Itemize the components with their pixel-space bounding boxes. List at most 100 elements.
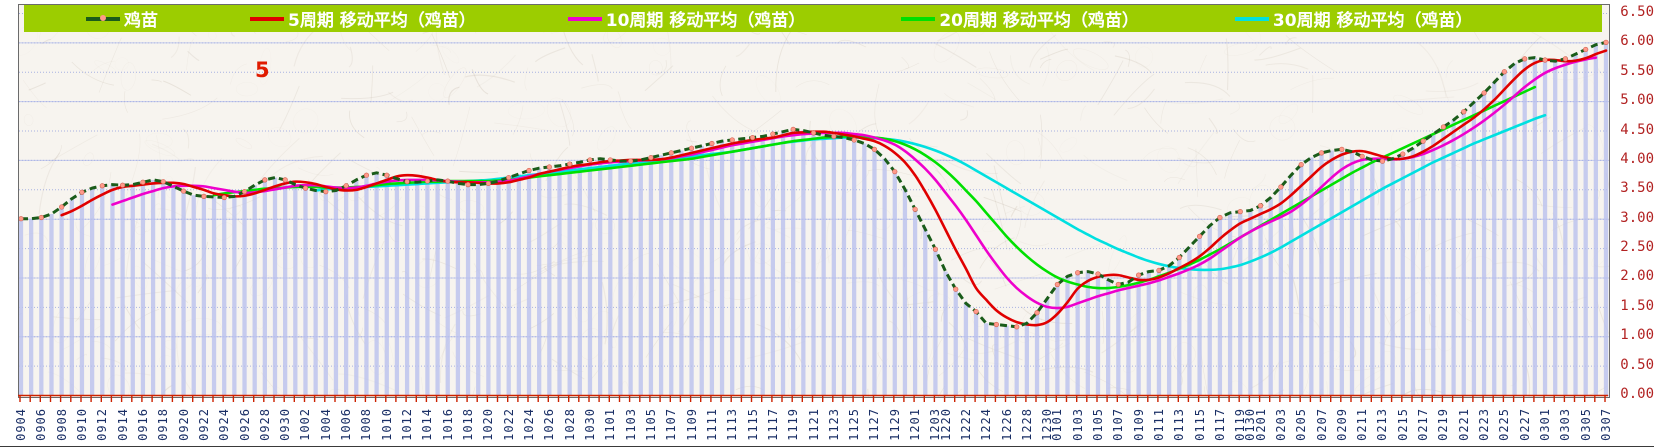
legend-label-0: 鸡苗 [124, 11, 158, 31]
x-tick-label: 0113 [1172, 408, 1187, 441]
x-tick-label: 0307 [1599, 408, 1613, 441]
legend-item-3: 20周期 移动平均（鸡苗） [901, 6, 1139, 31]
x-tick-label: 1010 [379, 408, 394, 441]
x-tick-label: 1121 [806, 408, 821, 441]
x-tick-label: 1024 [522, 408, 536, 441]
x-tick-label: 0926 [237, 408, 252, 441]
x-tick-label: 0115 [1192, 408, 1207, 441]
x-tick-label: 0914 [115, 408, 130, 441]
y-tick-label: 5.00 [1620, 92, 1654, 109]
x-tick-label: 1113 [725, 408, 740, 441]
y-tick-label: 4.50 [1620, 121, 1654, 138]
x-tick-label: 0105 [1090, 408, 1105, 441]
x-tick-label: 0103 [1070, 408, 1085, 441]
y-tick-label: 3.00 [1620, 209, 1654, 226]
x-tick-label: 1107 [664, 408, 679, 441]
x-tick-label: 0219 [1436, 408, 1451, 441]
x-tick-label: 1226 [999, 408, 1014, 441]
x-tick-label: 0109 [1131, 408, 1146, 441]
x-tick-label: 1008 [359, 408, 374, 441]
x-tick-label: 0906 [34, 408, 49, 441]
x-tick-label: 1105 [643, 408, 658, 441]
legend-label-1: 5周期 移动平均（鸡苗） [288, 11, 476, 31]
x-axis-labels: 0904 0906 0908 0910 0912 0914 0916 0918 0920 0922… [0, 394, 1654, 448]
x-tick-label: 1022 [501, 408, 516, 441]
x-tick-label: 1228 [1019, 408, 1034, 441]
y-tick-label: 1.50 [1620, 297, 1654, 314]
legend-swatch-0 [86, 15, 120, 21]
legend-item-1: 5周期 移动平均（鸡苗） [250, 6, 476, 31]
x-tick-label: 0920 [176, 408, 191, 441]
x-tick-label: 0301 [1538, 408, 1553, 441]
legend-item-2: 10周期 移动平均（鸡苗） [567, 6, 806, 31]
x-tick-label: 0930 [278, 408, 293, 441]
x-tick-label: 0217 [1416, 408, 1431, 441]
x-tick-label: 0117 [1212, 408, 1227, 441]
x-tick-label: 0203 [1273, 408, 1288, 441]
x-tick-label: 0910 [74, 408, 89, 441]
x-tick-label: 0916 [135, 408, 150, 441]
x-tick-label: 1111 [704, 408, 719, 441]
legend-swatch-2 [567, 16, 602, 21]
x-tick-label: 1101 [603, 408, 618, 441]
x-tick-label: 0303 [1558, 408, 1573, 441]
x-tick-label: 0201 [1253, 408, 1268, 441]
x-tick-label: 1224 [979, 408, 994, 441]
legend-label-2: 10周期 移动平均（鸡苗） [605, 11, 806, 31]
x-tick-label: 0305 [1578, 408, 1593, 441]
x-tick-label: 0215 [1395, 408, 1410, 441]
x-tick-label: 0221 [1456, 408, 1471, 441]
x-tick-label: 1004 [318, 408, 333, 441]
x-tick-label: 1006 [339, 408, 354, 441]
x-tick-label: 0928 [257, 408, 272, 441]
y-tick-label: 2.00 [1620, 268, 1654, 285]
y-tick-label: 5.50 [1620, 62, 1654, 79]
x-tick-label: 0205 [1294, 408, 1309, 441]
x-tick-label: 1109 [684, 408, 699, 441]
x-tick-label: 1020 [481, 408, 496, 441]
y-axis-labels: 0.00 0.50 1.00 1.50 2.00 2.50 3.00 3.50 4.00 4.50… [1612, 0, 1654, 410]
x-tick-label: 1014 [420, 408, 435, 441]
x-tick-label: 1220 [938, 408, 953, 441]
legend-item-4: 30周期 移动平均（鸡苗） [1234, 6, 1473, 31]
x-tick-label: 0922 [196, 408, 211, 441]
value-bars [19, 42, 1609, 396]
legend-label-3: 20周期 移动平均（鸡苗） [939, 11, 1139, 31]
x-tick-label: 0225 [1497, 408, 1512, 441]
x-tick-label: 1127 [867, 408, 882, 441]
bottom-rule [0, 446, 1654, 447]
y-tick-label: 3.50 [1620, 180, 1654, 197]
x-tick-label: 0904 [14, 408, 28, 441]
legend-swatch-1 [250, 16, 284, 21]
x-tick-marks [18, 394, 1608, 402]
x-tick-label: 1018 [461, 408, 476, 441]
x-tick-label: 0211 [1355, 408, 1370, 441]
x-tick-label: 0924 [217, 408, 232, 441]
x-tick-label: 0918 [156, 408, 171, 441]
legend-label-4: 30周期 移动平均（鸡苗） [1272, 11, 1473, 31]
y-tick-label: 1.00 [1620, 327, 1654, 344]
y-tick-label: 0.00 [1620, 386, 1654, 402]
x-tick-label: 1026 [542, 408, 557, 441]
x-tick-label: 0111 [1151, 408, 1166, 441]
y-tick-label: 6.00 [1620, 33, 1654, 50]
x-tick-label: 1016 [440, 408, 455, 441]
x-tick-label: 1222 [958, 408, 973, 441]
x-tick-label: 1125 [847, 408, 862, 441]
chart-legend: 鸡苗 5周期 移动平均（鸡苗） 10周期 移动平均（鸡苗） 20周期 移动平均（鸡苗）… [24, 5, 1602, 32]
x-tick-label: 1117 [765, 408, 780, 441]
y-tick-label: 0.50 [1620, 356, 1654, 373]
x-tick-label: 0209 [1334, 408, 1349, 441]
x-tick-label: 0912 [95, 408, 110, 441]
x-tick-label: 1028 [562, 408, 577, 441]
x-tick-label: 1129 [887, 408, 902, 441]
plot-area [18, 4, 1610, 398]
x-tick-label: 0213 [1375, 408, 1390, 441]
legend-swatch-4 [1234, 16, 1269, 21]
x-tick-label: 0227 [1517, 408, 1532, 441]
x-tick-label: 0107 [1111, 408, 1126, 441]
x-tick-label: 1030 [582, 408, 597, 441]
x-tick-label: 0223 [1477, 408, 1492, 441]
legend-swatch-3 [901, 16, 936, 21]
